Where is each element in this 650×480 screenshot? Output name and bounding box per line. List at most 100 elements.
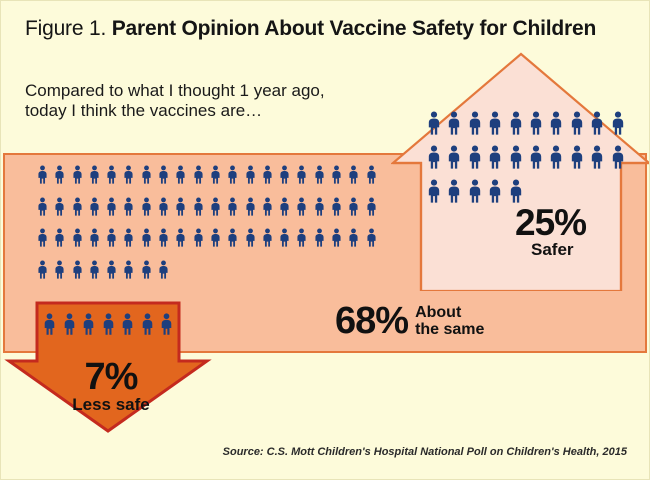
person-icon: [228, 196, 237, 216]
person-icon: [90, 259, 99, 279]
person-icon: [297, 165, 307, 184]
pictogram-unit: [121, 313, 134, 335]
pictogram-unit: [331, 165, 342, 184]
pictogram-unit: [160, 313, 173, 335]
pictogram-unit: [193, 196, 204, 216]
pictogram-unit: [210, 165, 221, 184]
person-icon: [103, 313, 113, 335]
pictogram-unit: [447, 179, 461, 203]
person-icon: [612, 111, 623, 135]
pictogram-unit: [366, 228, 377, 247]
pictogram-unit: [348, 228, 359, 247]
person-icon: [38, 165, 47, 184]
person-icon: [297, 196, 307, 216]
pictogram-unit: [193, 228, 204, 247]
person-icon: [55, 228, 64, 247]
pictogram-unit: [427, 179, 441, 203]
pictogram-unit: [447, 145, 461, 169]
figure-number: Figure 1.: [25, 17, 107, 40]
pictogram-unit: [227, 165, 238, 184]
pictogram-unit: [570, 111, 584, 135]
person-icon: [367, 165, 376, 184]
person-icon: [571, 145, 582, 169]
pictogram-unit: [141, 196, 152, 216]
pictogram-unit: [227, 196, 238, 216]
pictogram-unit: [509, 111, 523, 135]
person-icon: [90, 165, 99, 184]
pictogram-unit: [262, 228, 273, 247]
question-line-1: Compared to what I thought 1 year ago,: [25, 81, 325, 100]
figure-title: Parent Opinion About Vaccine Safety for …: [111, 17, 597, 40]
person-icon: [73, 165, 82, 184]
person-icon: [194, 165, 203, 184]
person-icon: [38, 196, 47, 216]
pictogram-unit: [549, 111, 563, 135]
person-icon: [122, 313, 133, 335]
pictogram-unit: [509, 179, 523, 203]
pictogram-row: [427, 145, 632, 169]
pictogram-unit: [488, 145, 502, 169]
person-icon: [297, 228, 307, 247]
person-icon: [510, 179, 521, 203]
person-icon: [280, 165, 289, 184]
person-icon: [176, 165, 185, 184]
pictogram-row: [427, 179, 632, 203]
person-icon: [107, 165, 116, 184]
person-icon: [315, 196, 324, 216]
person-icon: [159, 165, 168, 184]
person-icon: [159, 228, 168, 247]
less-safe-statistic: 7% Less safe: [36, 358, 186, 415]
pictogram-unit: [611, 145, 625, 169]
pictogram-unit: [89, 196, 100, 216]
person-icon: [428, 145, 440, 169]
safer-label: Safer: [531, 240, 574, 259]
person-icon: [367, 228, 376, 247]
pictogram-unit: [262, 196, 273, 216]
person-icon: [83, 313, 94, 335]
page-title: Figure 1. Parent Opinion About Vaccine S…: [25, 17, 596, 41]
person-icon: [55, 196, 64, 216]
pictogram-unit: [262, 165, 273, 184]
person-icon: [315, 228, 324, 247]
safer-percent: 25%: [515, 202, 587, 243]
person-icon: [176, 228, 185, 247]
pictogram-unit: [296, 165, 307, 184]
person-icon: [142, 313, 152, 335]
about-the-same-percent: 68%: [335, 300, 409, 342]
person-icon: [349, 228, 358, 247]
pictogram-unit: [529, 145, 543, 169]
pictogram-unit: [331, 196, 342, 216]
pictogram-unit: [175, 196, 186, 216]
person-icon: [489, 145, 501, 169]
person-icon: [245, 196, 255, 216]
about-the-same-label-line-2: the same: [415, 321, 485, 338]
about-the-same-label-line-1: About: [415, 304, 462, 321]
person-icon: [428, 179, 440, 203]
pictogram-unit: [193, 165, 204, 184]
pictogram-unit: [468, 179, 482, 203]
person-icon: [124, 196, 134, 216]
pictogram-unit: [123, 165, 134, 184]
pictogram-unit: [54, 259, 65, 279]
pictogram-unit: [141, 313, 154, 335]
pictogram-unit: [89, 165, 100, 184]
question-text: Compared to what I thought 1 year ago, t…: [25, 81, 325, 121]
person-icon: [510, 145, 521, 169]
person-icon: [64, 313, 74, 335]
person-icon: [469, 111, 480, 135]
pictogram-unit: [82, 313, 95, 335]
pictogram-unit: [468, 145, 482, 169]
pictogram-row: [43, 313, 179, 335]
pictogram-unit: [102, 313, 115, 335]
pictogram-unit: [72, 259, 83, 279]
pictogram-unit: [72, 196, 83, 216]
less-safe-pictogram: [43, 313, 179, 335]
person-icon: [263, 196, 272, 216]
pictogram-unit: [611, 111, 625, 135]
person-icon: [124, 228, 134, 247]
pictogram-unit: [106, 259, 117, 279]
person-icon: [38, 259, 47, 279]
pictogram-unit: [279, 165, 290, 184]
pictogram-row: [427, 111, 632, 135]
